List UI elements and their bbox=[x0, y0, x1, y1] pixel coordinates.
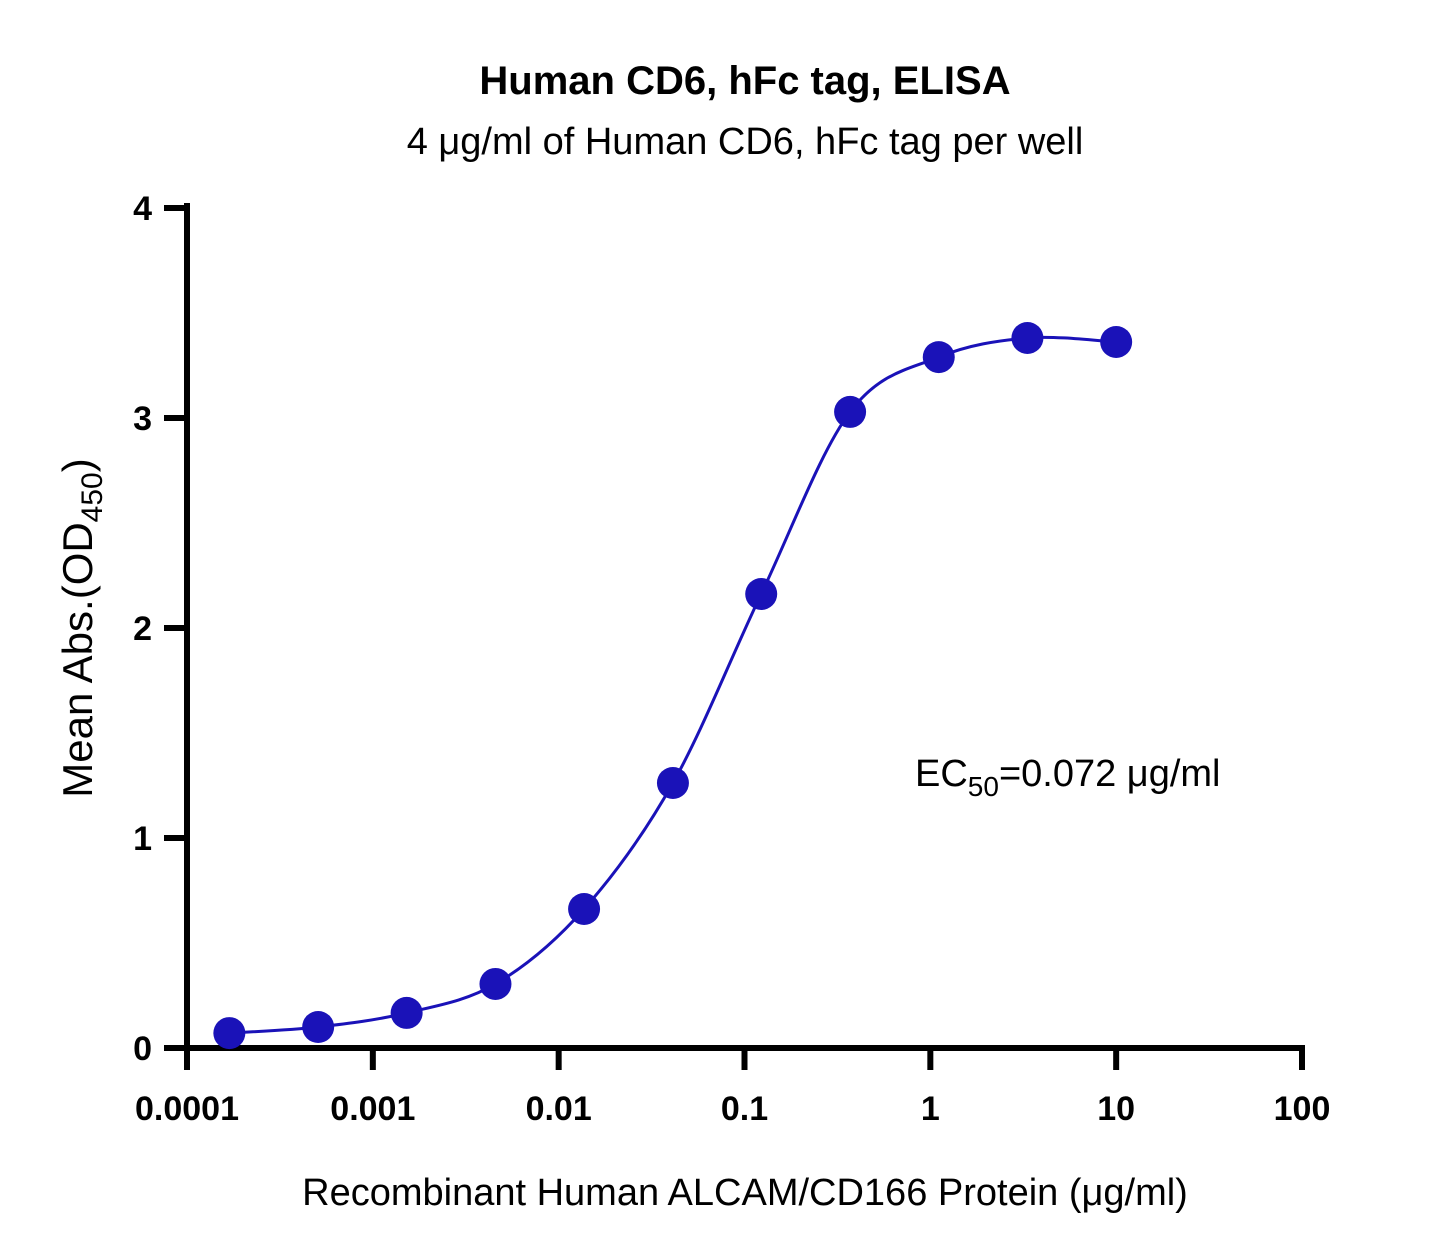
annotation-sub: 50 bbox=[968, 771, 999, 802]
data-point bbox=[568, 892, 601, 925]
x-axis-label: Recombinant Human ALCAM/CD166 Protein (μ… bbox=[302, 1172, 1188, 1214]
data-point bbox=[922, 341, 955, 374]
data-point bbox=[834, 395, 867, 428]
x-tick-label: 0.001 bbox=[330, 1090, 415, 1128]
data-point bbox=[213, 1017, 246, 1050]
chart-subtitle: 4 μg/ml of Human CD6, hFc tag per well bbox=[407, 121, 1084, 163]
x-tick-label: 0.01 bbox=[526, 1090, 592, 1128]
fit-curve bbox=[229, 335, 1117, 1035]
annotation: EC50=0.072 μg/ml bbox=[915, 753, 1220, 802]
x-tick-label: 10 bbox=[1097, 1090, 1135, 1128]
y-tick-label: 4 bbox=[133, 190, 152, 228]
x-tick-label: 0.1 bbox=[721, 1090, 768, 1128]
y-label-main: Mean Abs.(OD bbox=[54, 522, 101, 797]
data-point bbox=[302, 1011, 335, 1043]
data-point bbox=[745, 577, 778, 610]
y-tick-label: 1 bbox=[133, 820, 152, 858]
y-label-sub: 450 bbox=[76, 472, 109, 522]
y-tick-label: 0 bbox=[133, 1030, 152, 1068]
x-tick-label: 1 bbox=[921, 1090, 940, 1128]
annotation-main: EC bbox=[915, 753, 968, 795]
y-tick-label: 3 bbox=[133, 400, 152, 438]
data-point bbox=[656, 766, 689, 799]
chart-title: Human CD6, hFc tag, ELISA bbox=[479, 59, 1010, 103]
x-tick-label: 0.0001 bbox=[135, 1090, 239, 1128]
y-tick-label: 2 bbox=[133, 610, 152, 648]
data-point bbox=[479, 967, 512, 1000]
data-point bbox=[1011, 321, 1044, 354]
data-point bbox=[1100, 325, 1133, 358]
y-label-end: ) bbox=[54, 458, 101, 472]
data-point bbox=[390, 996, 423, 1029]
annotation-end: =0.072 μg/ml bbox=[999, 753, 1221, 795]
y-axis-label: Mean Abs.(OD450) bbox=[54, 458, 109, 798]
x-tick-label: 100 bbox=[1274, 1090, 1331, 1128]
